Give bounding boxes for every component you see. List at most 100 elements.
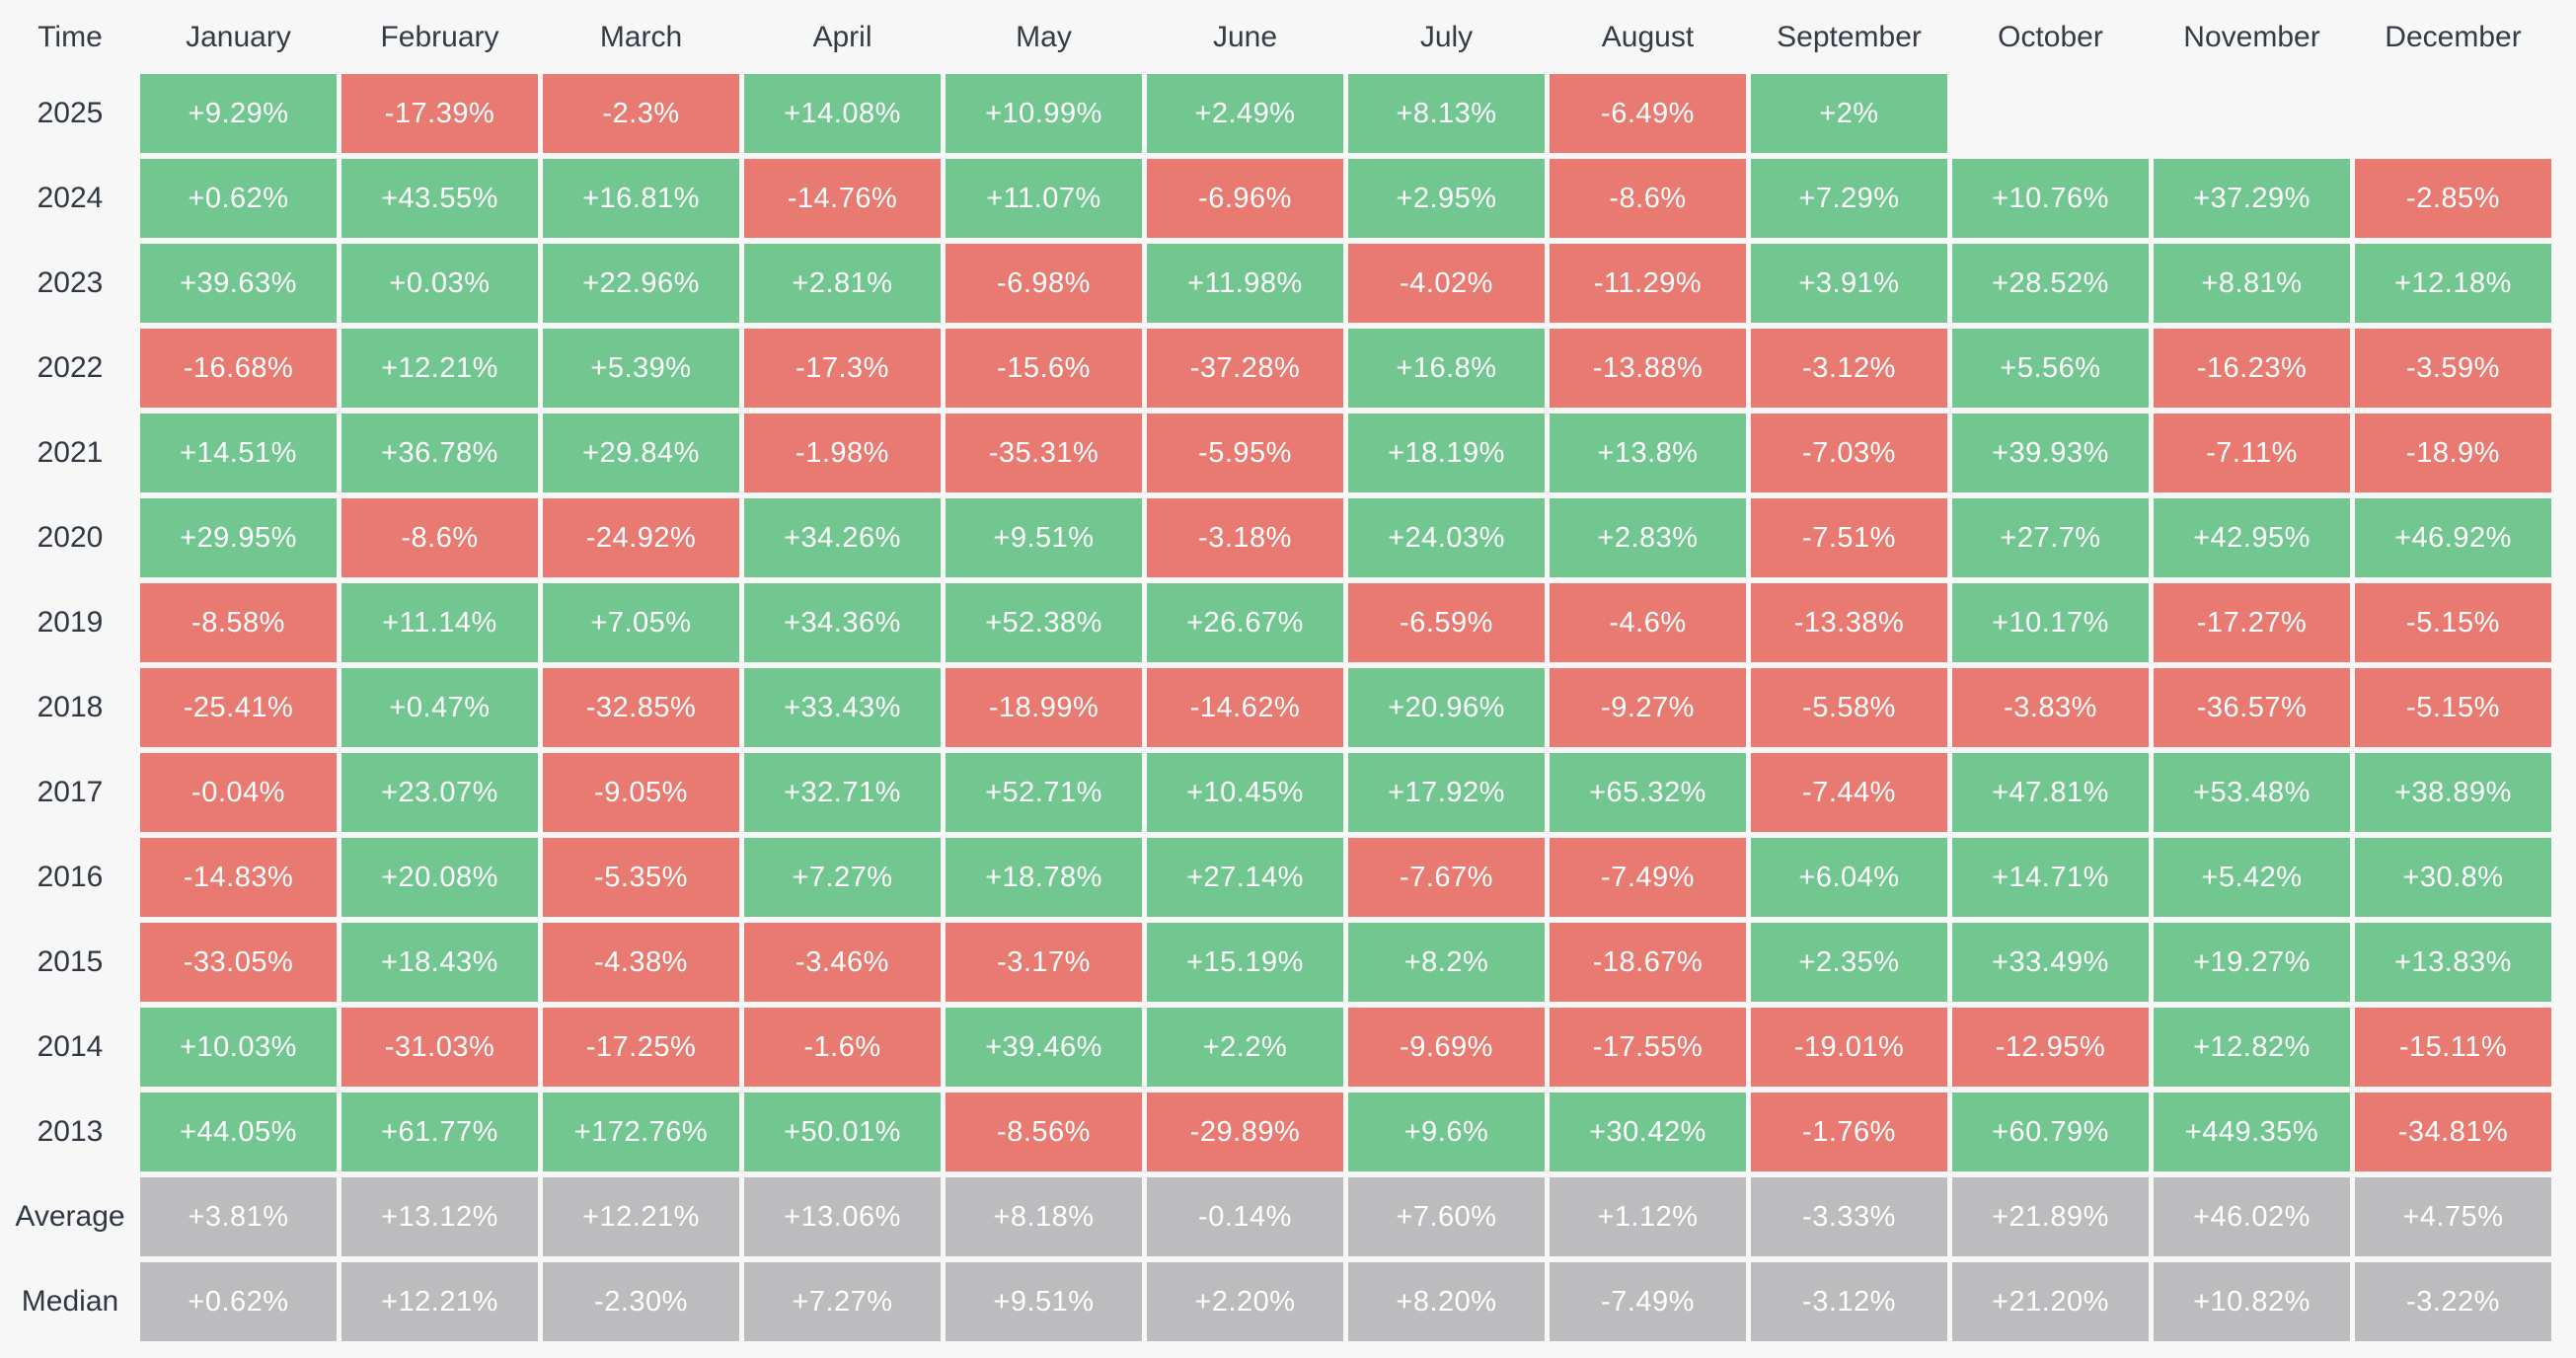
- return-cell-2020-october: +27.7%: [1952, 498, 2149, 577]
- return-cell-2023-april: +2.81%: [744, 244, 941, 323]
- return-cell-median-june: +2.20%: [1147, 1262, 1343, 1341]
- return-cell-average-august: +1.12%: [1550, 1177, 1746, 1256]
- return-cell-2023-september: +3.91%: [1751, 244, 1947, 323]
- return-cell-2015-october: +33.49%: [1952, 923, 2149, 1002]
- row-label-2023: 2023: [37, 266, 104, 299]
- return-cell-2018-august: -9.27%: [1550, 668, 1746, 747]
- row-label-average: Average: [15, 1200, 125, 1233]
- return-cell-2024-january: +0.62%: [140, 159, 337, 238]
- return-cell-2021-june: -5.95%: [1147, 414, 1343, 492]
- row-label-2016: 2016: [37, 861, 104, 893]
- return-cell-2024-november: +37.29%: [2154, 159, 2350, 238]
- column-header-april: April: [812, 20, 872, 53]
- return-cell-average-october: +21.89%: [1952, 1177, 2149, 1256]
- return-cell-2021-december: -18.9%: [2355, 414, 2551, 492]
- return-cell-2015-february: +18.43%: [341, 923, 538, 1002]
- return-cell-2017-april: +32.71%: [744, 753, 941, 832]
- row-label-2017: 2017: [37, 776, 104, 808]
- return-cell-2015-june: +15.19%: [1147, 923, 1343, 1002]
- table-row-average: Average +3.81% +13.12% +12.21% +13.06% +8.18%…: [5, 1177, 2551, 1256]
- table-row-2020: 2020 +29.95% -8.6% -24.92% +34.26% +9.51% -3.1…: [5, 498, 2551, 577]
- return-cell-2023-february: +0.03%: [341, 244, 538, 323]
- return-cell-2015-may: -3.17%: [946, 923, 1142, 1002]
- return-cell-2023-may: -6.98%: [946, 244, 1142, 323]
- return-cell-2017-august: +65.32%: [1550, 753, 1746, 832]
- return-cell-2020-may: +9.51%: [946, 498, 1142, 577]
- return-cell-2020-june: -3.18%: [1147, 498, 1343, 577]
- return-cell-2016-june: +27.14%: [1147, 838, 1343, 917]
- return-cell-2020-december: +46.92%: [2355, 498, 2551, 577]
- return-cell-2013-august: +30.42%: [1550, 1093, 1746, 1171]
- row-label-2020: 2020: [37, 521, 104, 554]
- return-cell-average-january: +3.81%: [140, 1177, 337, 1256]
- return-cell-2016-october: +14.71%: [1952, 838, 2149, 917]
- return-cell-2023-march: +22.96%: [543, 244, 739, 323]
- return-cell-2020-january: +29.95%: [140, 498, 337, 577]
- return-cell-2025-may: +10.99%: [946, 74, 1142, 153]
- return-cell-2025-march: -2.3%: [543, 74, 739, 153]
- return-cell-2022-september: -3.12%: [1751, 329, 1947, 408]
- return-cell-2022-december: -3.59%: [2355, 329, 2551, 408]
- return-cell-2020-april: +34.26%: [744, 498, 941, 577]
- return-cell-2024-march: +16.81%: [543, 159, 739, 238]
- return-cell-2014-september: -19.01%: [1751, 1008, 1947, 1087]
- return-cell-2021-october: +39.93%: [1952, 414, 2149, 492]
- return-cell-2017-november: +53.48%: [2154, 753, 2350, 832]
- return-cell-2014-may: +39.46%: [946, 1008, 1142, 1087]
- return-cell-2018-april: +33.43%: [744, 668, 941, 747]
- return-cell-2024-july: +2.95%: [1348, 159, 1545, 238]
- return-cell-2020-august: +2.83%: [1550, 498, 1746, 577]
- return-cell-2016-february: +20.08%: [341, 838, 538, 917]
- return-cell-2014-january: +10.03%: [140, 1008, 337, 1087]
- return-cell-2024-february: +43.55%: [341, 159, 538, 238]
- return-cell-2015-august: -18.67%: [1550, 923, 1746, 1002]
- return-cell-2015-march: -4.38%: [543, 923, 739, 1002]
- row-label-median: Median: [21, 1285, 119, 1318]
- return-cell-2024-april: -14.76%: [744, 159, 941, 238]
- return-cell-2022-april: -17.3%: [744, 329, 941, 408]
- return-cell-2014-december: -15.11%: [2355, 1008, 2551, 1087]
- return-cell-2018-january: -25.41%: [140, 668, 337, 747]
- return-cell-2013-may: -8.56%: [946, 1093, 1142, 1171]
- return-cell-average-september: -3.33%: [1751, 1177, 1947, 1256]
- return-cell-2025-september: +2%: [1751, 74, 1947, 153]
- return-cell-2022-january: -16.68%: [140, 329, 337, 408]
- table-row-2014: 2014 +10.03% -31.03% -17.25% -1.6% +39.46% +2.…: [5, 1008, 2551, 1087]
- table-row-2022: 2022 -16.68% +12.21% +5.39% -17.3% -15.6% -37.…: [5, 329, 2551, 408]
- return-cell-median-january: +0.62%: [140, 1262, 337, 1341]
- return-cell-2019-march: +7.05%: [543, 583, 739, 662]
- return-cell-2022-march: +5.39%: [543, 329, 739, 408]
- return-cell-2022-may: -15.6%: [946, 329, 1142, 408]
- return-cell-2025-august: -6.49%: [1550, 74, 1746, 153]
- empty-cell-2025-november: [2154, 74, 2350, 153]
- column-header-july: July: [1419, 20, 1474, 53]
- row-label-2025: 2025: [37, 97, 104, 129]
- return-cell-2016-november: +5.42%: [2154, 838, 2350, 917]
- return-cell-2022-june: -37.28%: [1147, 329, 1343, 408]
- return-cell-average-july: +7.60%: [1348, 1177, 1545, 1256]
- return-cell-average-april: +13.06%: [744, 1177, 941, 1256]
- return-cell-2015-april: -3.46%: [744, 923, 941, 1002]
- table-row-2024: 2024 +0.62% +43.55% +16.81% -14.76% +11.07% -6…: [5, 159, 2551, 238]
- return-cell-2013-july: +9.6%: [1348, 1093, 1545, 1171]
- table-row-2018: 2018 -25.41% +0.47% -32.85% +33.43% -18.99% -1…: [5, 668, 2551, 747]
- return-cell-2014-october: -12.95%: [1952, 1008, 2149, 1087]
- return-cell-2015-july: +8.2%: [1348, 923, 1545, 1002]
- row-label-2024: 2024: [37, 182, 104, 214]
- table-row-2021: 2021 +14.51% +36.78% +29.84% -1.98% -35.31% -5…: [5, 414, 2551, 492]
- return-cell-2017-october: +47.81%: [1952, 753, 2149, 832]
- row-label-2015: 2015: [37, 945, 104, 978]
- return-cell-2014-june: +2.2%: [1147, 1008, 1343, 1087]
- table-body: 2025 +9.29% -17.39% -2.3% +14.08% +10.99% +2.4…: [5, 74, 2551, 1341]
- return-cell-2017-february: +23.07%: [341, 753, 538, 832]
- table-header: Time January February March April May June July…: [5, 6, 2551, 68]
- return-cell-2013-october: +60.79%: [1952, 1093, 2149, 1171]
- return-cell-2019-january: -8.58%: [140, 583, 337, 662]
- return-cell-median-november: +10.82%: [2154, 1262, 2350, 1341]
- return-cell-2021-april: -1.98%: [744, 414, 941, 492]
- column-header-november: November: [2183, 20, 2320, 53]
- return-cell-2022-august: -13.88%: [1550, 329, 1746, 408]
- return-cell-2013-january: +44.05%: [140, 1093, 337, 1171]
- return-cell-2017-january: -0.04%: [140, 753, 337, 832]
